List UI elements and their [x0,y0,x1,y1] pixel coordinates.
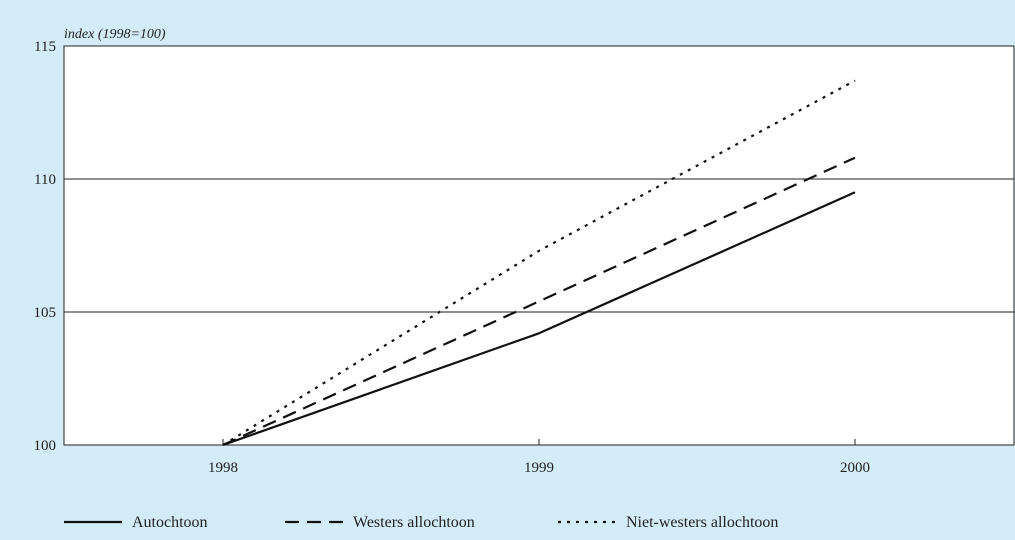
legend: Autochtoon Westers allochtoon Niet-westers… [64,514,778,531]
series-line-autochtoon [222,191,856,447]
y-tick-label: 115 [34,39,56,55]
y-tick-label: 110 [34,172,56,188]
x-axis: 1998 1999 2000 [208,439,870,476]
legend-entry: Autochtoon [132,514,208,531]
y-axis-label: index (1998=100) [64,27,166,42]
y-tick-label: 105 [34,305,57,321]
grid-lines [64,178,1014,313]
y-tick-label: 100 [34,438,57,454]
legend-entry: Westers allochtoon [353,514,475,531]
series-line-westers-allochtoon [222,156,856,447]
plot-area [63,45,1015,446]
x-tick-label: 2000 [840,460,870,476]
x-tick-label: 1999 [524,460,554,476]
series-line-niet-westers-allochtoon [222,79,856,446]
x-tick-label: 1998 [208,460,238,476]
series-lines [222,79,856,447]
y-axis: 100 105 110 115 [34,39,57,454]
legend-entry: Niet-westers allochtoon [626,514,778,531]
